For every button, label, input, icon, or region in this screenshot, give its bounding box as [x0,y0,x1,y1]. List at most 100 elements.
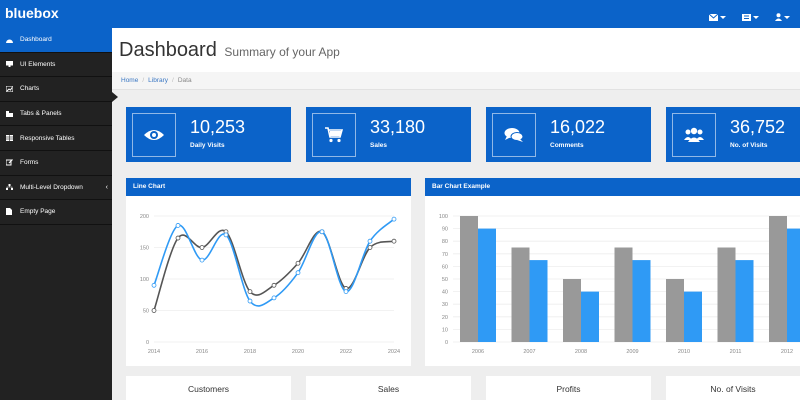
mail-icon [708,8,719,26]
sidebar-item-label: Forms [20,159,39,167]
stat-card-daily-visits: 10,253 Daily Visits [126,107,291,162]
data-point [175,223,181,228]
sidebar-item-multi-level-dropdown[interactable]: Multi-Level Dropdown ‹ [0,176,112,201]
x-tick-label: 2014 [148,349,160,355]
chevron-down-icon [753,15,759,19]
file-icon [5,208,13,216]
sidebar-item-forms[interactable]: Forms [0,151,112,176]
y-tick-label: 0 [146,340,149,346]
tabs-icon [5,110,13,118]
x-tick-label: 2020 [292,349,304,355]
stat-value: 33,180 [370,117,426,137]
eye-icon [132,113,176,157]
sidebar-item-charts[interactable]: Charts [0,77,112,102]
tasks-dropdown[interactable] [742,8,759,26]
y-tick-label: 90 [442,227,448,233]
line-chart-panel: Line Chart 0 50 100 150 200 2014 2016 2018 2020 2… [126,178,411,366]
data-point [175,235,181,241]
bar [478,228,496,342]
data-point [343,289,349,294]
card-customers: Customers [126,376,291,400]
chevron-down-icon [720,15,726,19]
x-tick-label: 2024 [388,349,400,355]
y-tick-label: 100 [140,277,149,283]
x-tick-label: 2010 [678,349,690,355]
x-tick-label: 2018 [244,349,256,355]
card-no-of-visits: No. of Visits [666,376,800,400]
breadcrumb-current: Data [177,77,192,84]
sidebar-item-label: Charts [20,85,40,93]
bar [769,216,787,342]
sidebar-item-ui-elements[interactable]: UI Elements [0,53,112,78]
panel-title: Line Chart [126,178,411,196]
y-tick-label: 200 [140,214,149,220]
chevron-down-icon [784,15,790,19]
x-tick-label: 2016 [196,349,208,355]
sidebar-item-responsive-tables[interactable]: Responsive Tables [0,126,112,151]
card-title: Profits [556,384,581,394]
y-tick-label: 50 [442,277,448,283]
page-header: Dashboard Summary of your App [112,28,800,72]
top-icons [708,8,790,26]
stat-value: 10,253 [190,117,246,137]
sidebar-item-label: Empty Page [20,208,56,216]
data-point [271,282,277,288]
card-profits: Profits [486,376,651,400]
sidebar-item-label: Multi-Level Dropdown [20,183,83,191]
y-tick-label: 50 [143,309,149,315]
bar [460,216,478,342]
user-dropdown[interactable] [775,8,790,26]
table-icon [5,134,13,142]
data-point [199,245,205,250]
bar-chart-panel: Bar Chart Example 0 10 20 30 40 50 60 70 80 90 100… [425,178,800,366]
page-title: Dashboard Summary of your App [119,39,340,62]
stat-label: Sales [370,142,387,149]
x-tick-label: 2009 [626,349,638,355]
edit-icon [5,159,13,167]
breadcrumb: Home / Library / Data [112,72,800,90]
data-point [247,289,253,294]
breadcrumb-home[interactable]: Home [121,77,139,84]
card-sales: Sales [306,376,471,400]
y-tick-label: 40 [442,290,448,296]
cart-icon [312,113,356,157]
brand-logo[interactable]: bluebox [5,5,59,21]
sidebar-item-tabs-panels[interactable]: Tabs & Panels [0,102,112,127]
user-icon [775,8,782,26]
bar [563,279,581,342]
bar [614,247,633,342]
data-point [223,232,229,238]
list-icon [742,8,751,26]
data-point [367,245,373,250]
stat-value: 36,752 [730,117,786,137]
bar [666,279,684,342]
bar [529,260,548,342]
card-title: Customers [187,384,230,394]
page-subtitle: Summary of your App [224,45,340,59]
y-tick-label: 10 [442,327,448,333]
breadcrumb-library[interactable]: Library [148,77,169,84]
sidebar-item-label: Tabs & Panels [20,110,62,118]
line-chart: 0 50 100 150 200 2014 2016 2018 2020 2022 2024 [140,214,400,355]
data-point [367,238,373,244]
comments-icon [492,113,536,157]
card-title: No. of Visits [710,384,756,394]
bar [684,291,702,342]
sitemap-icon [5,183,13,191]
chevron-left-icon: ‹ [105,183,108,191]
y-tick-label: 150 [140,246,149,252]
data-point [391,216,397,222]
sidebar: Dashboard UI Elements Charts Tabs & Pane… [0,28,112,400]
stat-label: Daily Visits [190,142,225,149]
stat-value: 16,022 [550,117,606,137]
stat-card-sales: 33,180 Sales [306,107,471,162]
sidebar-item-empty-page[interactable]: Empty Page [0,200,112,225]
sidebar-item-dashboard[interactable]: Dashboard [0,28,112,53]
stat-label: Comments [550,142,584,149]
messages-dropdown[interactable] [708,8,726,26]
bar [511,247,530,342]
stat-label: No. of Visits [730,142,768,149]
x-tick-label: 2007 [523,349,535,355]
data-point [247,298,253,304]
bar [717,247,736,342]
